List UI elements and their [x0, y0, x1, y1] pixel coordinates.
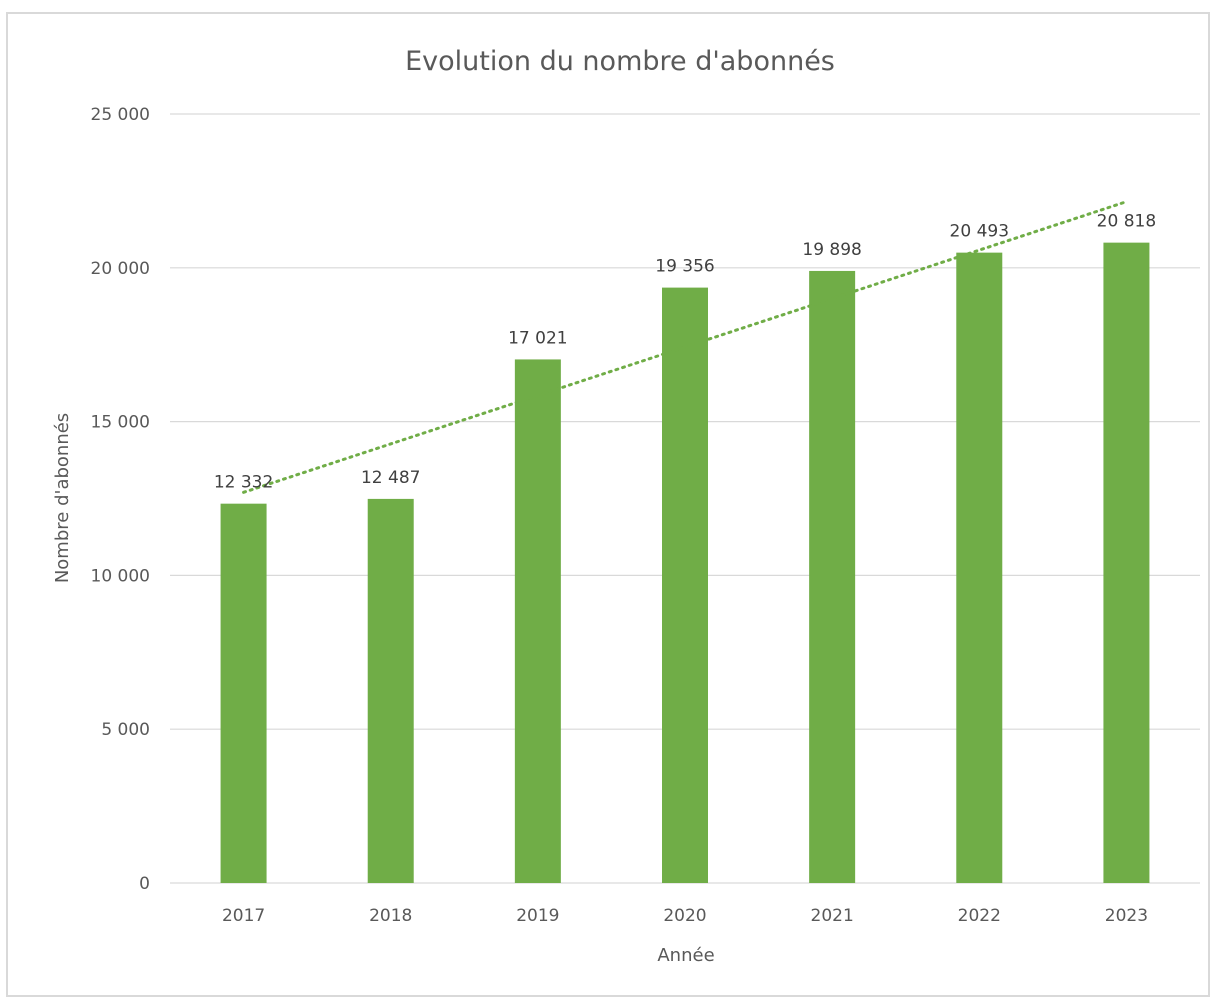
bar-2017 — [220, 503, 267, 883]
data-label-2018: 12 487 — [361, 468, 420, 488]
chart-title: Evolution du nombre d'abonnés — [405, 46, 835, 77]
data-label-2019: 17 021 — [508, 328, 567, 348]
bar-2018 — [367, 498, 414, 883]
x-tick-label: 2022 — [958, 906, 1001, 926]
data-label-2023: 20 818 — [1097, 212, 1156, 232]
x-tick-label: 2019 — [516, 906, 559, 926]
y-tick-label: 0 — [139, 874, 150, 894]
bar-2023 — [1103, 242, 1150, 884]
y-tick-label: 5 000 — [101, 720, 150, 740]
data-label-2017: 12 332 — [214, 473, 273, 493]
trendline — [242, 200, 1128, 494]
bar-2022 — [956, 252, 1003, 883]
x-tick-label: 2018 — [369, 906, 412, 926]
bar-2021 — [809, 270, 856, 884]
x-axis-ticks: 2017 2018 2019 2020 2021 2022 2023 — [222, 906, 1148, 926]
chart-frame — [6, 12, 1210, 997]
y-tick-label: 20 000 — [91, 259, 150, 279]
gridlines — [170, 113, 1200, 884]
y-tick-label: 10 000 — [91, 566, 150, 586]
bar-2020 — [662, 287, 708, 883]
x-tick-label: 2021 — [811, 906, 854, 926]
y-tick-label: 25 000 — [91, 105, 150, 125]
data-labels: 12 332 12 487 17 021 19 356 19 898 20 493 20 8… — [214, 212, 1156, 493]
bar-2019 — [514, 359, 561, 883]
data-label-2021: 19 898 — [802, 240, 861, 260]
y-axis-title: Nombre d'abonnés — [52, 413, 73, 583]
data-label-2020: 19 356 — [655, 257, 714, 277]
y-axis-ticks: 0 5 000 10 000 15 000 20 000 25 000 — [91, 105, 150, 894]
bars — [220, 242, 1150, 884]
x-tick-label: 2023 — [1105, 906, 1148, 926]
y-tick-label: 15 000 — [91, 413, 150, 433]
x-tick-label: 2017 — [222, 906, 265, 926]
trendline-line — [242, 200, 1128, 494]
data-label-2022: 20 493 — [950, 222, 1009, 242]
x-axis-title: Année — [657, 945, 714, 966]
x-tick-label: 2020 — [663, 906, 706, 926]
